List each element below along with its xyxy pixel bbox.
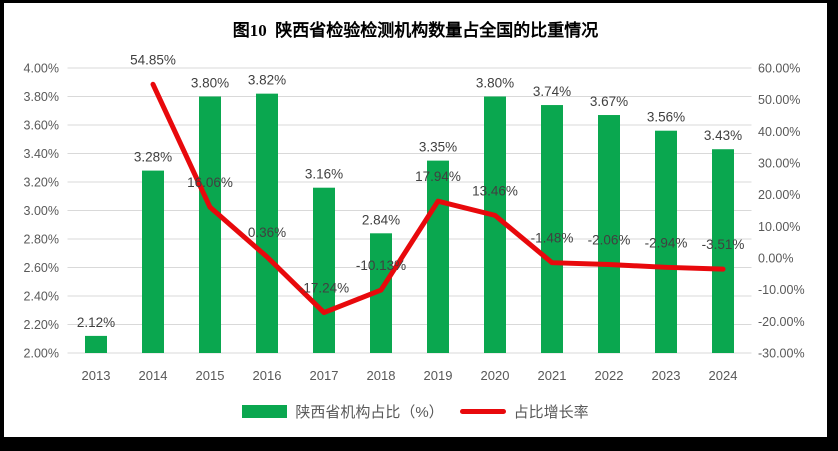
svg-text:3.00%: 3.00% — [24, 204, 59, 218]
svg-text:0.00%: 0.00% — [758, 252, 793, 266]
svg-text:3.60%: 3.60% — [24, 119, 59, 133]
svg-text:-10.00%: -10.00% — [758, 283, 805, 297]
svg-text:50.00%: 50.00% — [758, 93, 800, 107]
svg-text:20.00%: 20.00% — [758, 188, 800, 202]
chart-title: 图10 陕西省检验检测机构数量占全国的比重情况 — [232, 21, 599, 40]
svg-text:3.40%: 3.40% — [24, 147, 59, 161]
svg-text:3.43%: 3.43% — [704, 128, 742, 143]
svg-text:3.20%: 3.20% — [24, 176, 59, 190]
svg-text:-3.51%: -3.51% — [702, 237, 745, 252]
svg-text:-2.06%: -2.06% — [588, 233, 631, 248]
svg-text:17.94%: 17.94% — [415, 169, 461, 184]
svg-text:3.80%: 3.80% — [476, 76, 514, 91]
svg-text:40.00%: 40.00% — [758, 125, 800, 139]
svg-text:2023: 2023 — [652, 368, 681, 383]
svg-text:-30.00%: -30.00% — [758, 347, 805, 361]
svg-text:2.20%: 2.20% — [24, 318, 59, 332]
svg-text:3.35%: 3.35% — [419, 140, 457, 155]
svg-text:2013: 2013 — [82, 368, 111, 383]
svg-text:2022: 2022 — [595, 368, 624, 383]
svg-text:3.56%: 3.56% — [647, 110, 685, 125]
svg-text:2.80%: 2.80% — [24, 233, 59, 247]
svg-text:3.80%: 3.80% — [191, 76, 229, 91]
svg-text:2.60%: 2.60% — [24, 261, 59, 275]
svg-text:2018: 2018 — [367, 368, 396, 383]
svg-text:-20.00%: -20.00% — [758, 315, 805, 329]
svg-text:2.12%: 2.12% — [77, 315, 115, 330]
svg-text:-2.94%: -2.94% — [645, 235, 688, 250]
svg-text:16.06%: 16.06% — [187, 175, 233, 190]
svg-text:3.16%: 3.16% — [305, 167, 343, 182]
svg-text:2.40%: 2.40% — [24, 290, 59, 304]
svg-text:2019: 2019 — [424, 368, 453, 383]
svg-text:54.85%: 54.85% — [130, 52, 176, 67]
combo-chart: 4.00% 3.80% 3.60% 3.40% 3.20% 3.00% 2.80% 2.60%… — [24, 52, 805, 383]
svg-text:2020: 2020 — [481, 368, 510, 383]
svg-text:-17.24%: -17.24% — [299, 281, 349, 296]
svg-text:2.84%: 2.84% — [362, 212, 400, 227]
chart-canvas: 图10 陕西省检验检测机构数量占全国的比重情况 4.00% 3.80% 3.60% 3… — [4, 3, 827, 437]
svg-text:30.00%: 30.00% — [758, 157, 800, 171]
svg-text:2024: 2024 — [709, 368, 738, 383]
svg-text:60.00%: 60.00% — [758, 62, 800, 76]
legend: 陕西省机构占比（%） 占比增长率 — [4, 401, 827, 422]
svg-text:2015: 2015 — [196, 368, 225, 383]
bar-series-label: 陕西省机构占比（%） — [295, 404, 444, 421]
line-series-swatch — [459, 409, 506, 414]
svg-text:2021: 2021 — [538, 368, 567, 383]
svg-text:3.28%: 3.28% — [134, 150, 172, 165]
legend-item-line-series: 占比增长率 — [459, 401, 589, 422]
svg-text:-10.13%: -10.13% — [356, 258, 406, 273]
svg-text:-1.48%: -1.48% — [531, 231, 574, 246]
svg-text:3.80%: 3.80% — [24, 90, 59, 104]
svg-text:3.74%: 3.74% — [533, 84, 571, 99]
svg-text:3.82%: 3.82% — [248, 73, 286, 88]
svg-text:2016: 2016 — [253, 368, 282, 383]
svg-text:2017: 2017 — [310, 368, 339, 383]
svg-text:4.00%: 4.00% — [24, 62, 59, 76]
svg-text:2014: 2014 — [139, 368, 168, 383]
svg-text:2.00%: 2.00% — [24, 347, 59, 361]
svg-text:3.67%: 3.67% — [590, 94, 628, 109]
bar-series-swatch — [242, 405, 288, 418]
legend-item-bar-series: 陕西省机构占比（%） — [242, 401, 444, 422]
svg-text:13.46%: 13.46% — [472, 183, 518, 198]
line-series-label: 占比增长率 — [513, 404, 589, 421]
svg-text:0.36%: 0.36% — [248, 225, 286, 240]
svg-text:10.00%: 10.00% — [758, 220, 800, 234]
